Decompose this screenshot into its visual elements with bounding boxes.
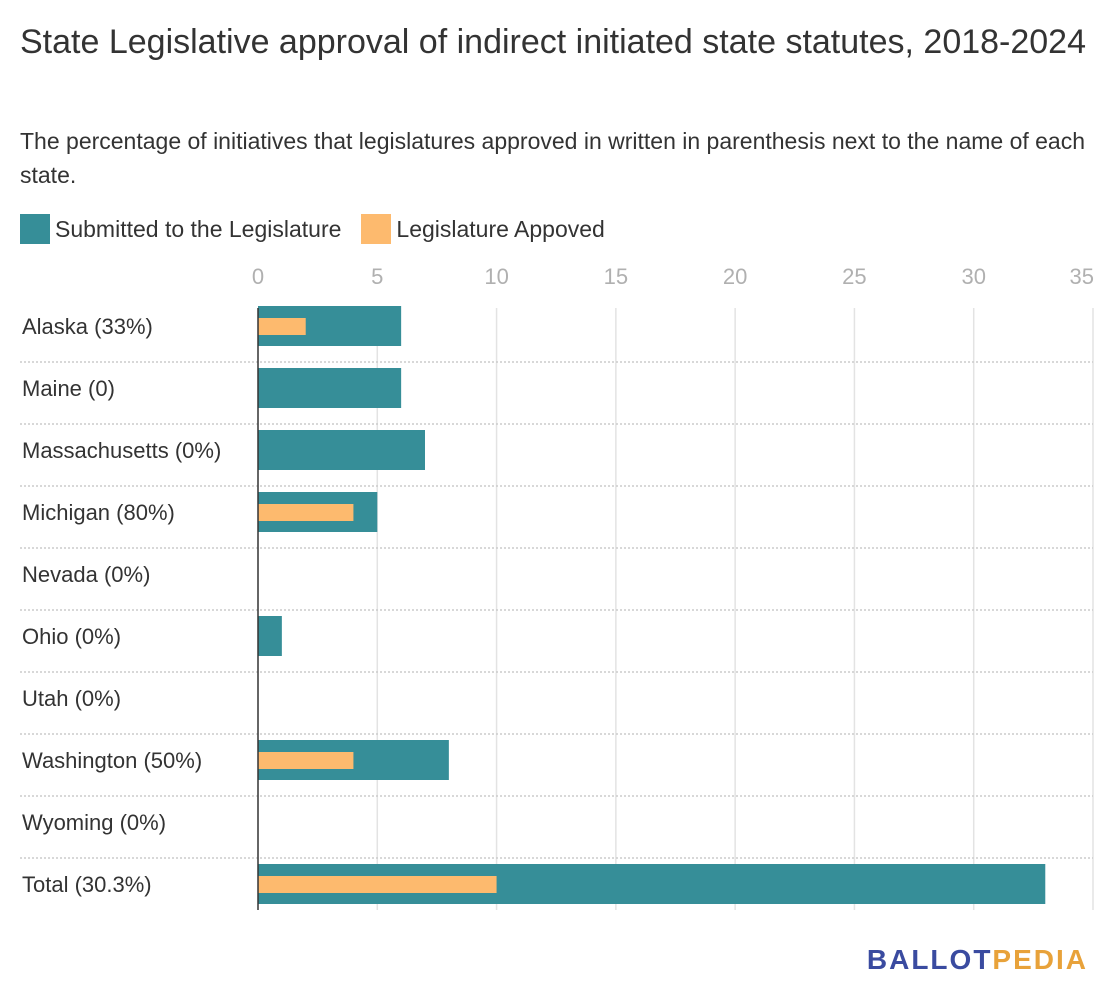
legend-swatch-approved: [361, 214, 392, 244]
bar-submitted: [258, 616, 282, 656]
category-label: Michigan (80%): [22, 500, 175, 525]
category-label: Ohio (0%): [22, 624, 121, 649]
category-label: Total (30.3%): [22, 872, 152, 897]
x-tick-label: 0: [252, 264, 264, 289]
bar-approved: [258, 504, 354, 521]
legend-swatch-submitted: [20, 214, 50, 244]
legend: Submitted to the Legislature Legislature…: [20, 214, 625, 244]
legend-label-approved: Legislature Appoved: [396, 215, 605, 242]
x-tick-label: 30: [961, 264, 985, 289]
x-tick-label: 15: [604, 264, 628, 289]
category-label: Massachusetts (0%): [22, 438, 221, 463]
bar-approved: [258, 318, 306, 335]
legend-item-approved: Legislature Appoved: [361, 214, 605, 244]
chart-title: State Legislative approval of indirect i…: [20, 23, 1087, 61]
logo-text-pedia: PEDIA: [992, 944, 1088, 975]
chart-subtitle: The percentage of initiatives that legis…: [20, 128, 1086, 188]
bar-submitted: [258, 430, 425, 470]
x-tick-label: 5: [371, 264, 383, 289]
category-label: Nevada (0%): [22, 562, 150, 587]
category-label: Wyoming (0%): [22, 810, 166, 835]
legend-label-submitted: Submitted to the Legislature: [55, 215, 342, 242]
logo-text-ballot: BALLOT: [866, 944, 993, 975]
category-label: Washington (50%): [22, 748, 202, 773]
bar-submitted: [258, 368, 402, 408]
category-label: Utah (0%): [22, 686, 121, 711]
x-tick-label: 10: [484, 264, 508, 289]
bar-approved: [258, 876, 497, 893]
category-label: Alaska (33%): [22, 314, 153, 339]
bar-chart: 0 5 10 15 20 25 30 35 Alaska (33%) Maine (0) Massa…: [20, 264, 1094, 910]
x-tick-label: 35: [1070, 264, 1094, 289]
category-label: Maine (0): [22, 376, 115, 401]
ballotpedia-logo: BALLOTPEDIA: [867, 944, 1088, 976]
legend-item-submitted: Submitted to the Legislature: [20, 214, 341, 244]
x-tick-label: 20: [723, 264, 747, 289]
bar-approved: [258, 752, 354, 769]
x-tick-label: 25: [842, 264, 866, 289]
